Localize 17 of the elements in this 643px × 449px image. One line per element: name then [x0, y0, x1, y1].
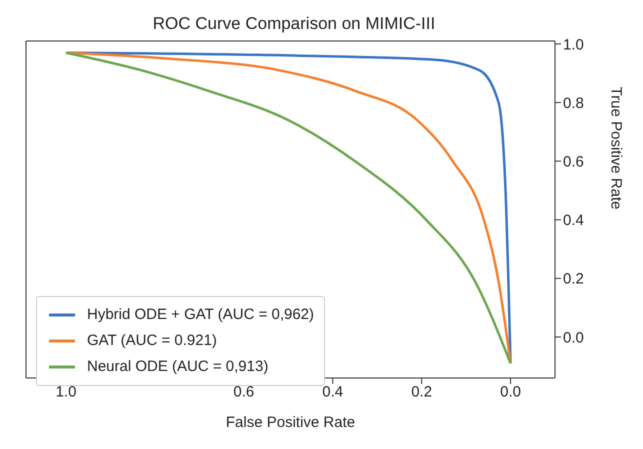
chart-title: ROC Curve Comparison on MIMIC-III [152, 14, 436, 34]
y-axis-title: True Positive Rate [608, 86, 625, 210]
legend-label: GAT (AUC = 0.921) [87, 331, 217, 351]
y-tick-label: 0.4 [563, 212, 584, 230]
y-tick-label: 0.2 [563, 270, 584, 288]
x-tick-label: 0.0 [500, 384, 521, 401]
y-tick-label: 0.0 [563, 329, 584, 346]
x-tick-label: 0.6 [233, 384, 254, 401]
x-tick-label: 0.4 [322, 384, 344, 401]
x-tick-label: 0.2 [411, 384, 432, 401]
legend-label: Hybrid ODE + GAT (AUC = 0,962) [87, 305, 314, 325]
y-tick-label: 0.6 [563, 153, 584, 170]
y-tick-label: 1.0 [563, 36, 584, 54]
legend-label: Neural ODE (AUC = 0,913) [87, 357, 268, 377]
y-tick-label: 0.8 [563, 94, 584, 112]
x-tick-label: 1.0 [56, 384, 76, 401]
x-axis-title: False Positive Rate [226, 414, 356, 431]
